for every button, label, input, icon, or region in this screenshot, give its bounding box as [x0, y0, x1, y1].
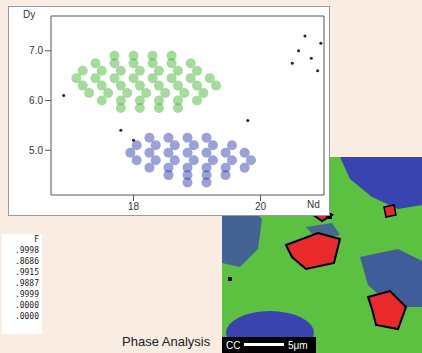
html-text:.9887: .9887	[14, 279, 39, 288]
html-text:.9915: .9915	[14, 268, 39, 277]
html-text:.0000: .0000	[14, 312, 39, 321]
html-text:Phase Analysis: Phase Analysis	[122, 334, 211, 349]
svg-text:CC: CC	[226, 340, 240, 351]
html-text:.0000: .0000	[14, 301, 39, 310]
svg-text:5.0: 5.0	[29, 145, 43, 156]
html-text:.9998: .9998	[14, 246, 39, 255]
html-text:.9999: .9999	[14, 290, 39, 299]
svg-text:18: 18	[128, 201, 140, 212]
svg-text:20: 20	[255, 201, 267, 212]
html-text:Dy: Dy	[23, 9, 36, 20]
html-text:.8686: .8686	[14, 257, 39, 266]
html-text:F: F	[34, 235, 39, 244]
svg-text:7.0: 7.0	[29, 45, 43, 56]
html-text:Nd: Nd	[307, 199, 320, 210]
svg-text:6.0: 6.0	[29, 95, 43, 106]
svg-text:5μm: 5μm	[288, 340, 308, 351]
